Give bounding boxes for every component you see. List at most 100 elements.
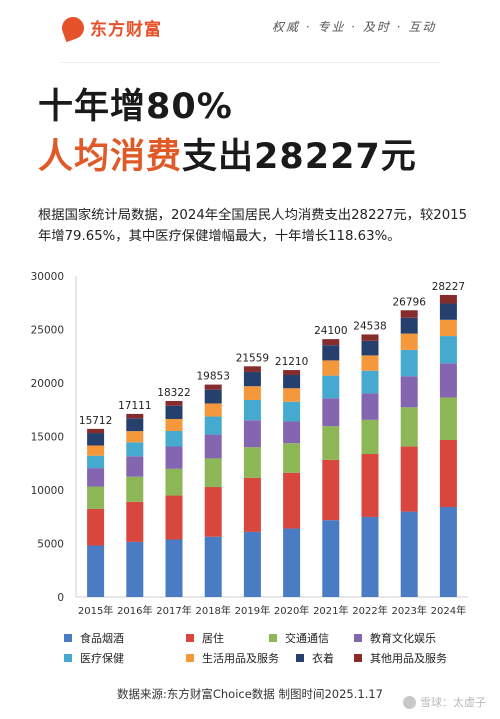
y-tick-label: 15000 xyxy=(31,432,64,444)
bar-total-label: 15712 xyxy=(79,415,112,427)
bar-segment xyxy=(243,531,261,597)
y-tick-label: 5000 xyxy=(37,539,64,551)
bar-segment xyxy=(322,520,340,597)
bar-segment xyxy=(243,371,261,387)
bar-segment xyxy=(126,413,144,419)
x-tick-label: 2017年 xyxy=(156,604,191,617)
bar-segment xyxy=(87,468,105,487)
headline-line-1: 十年增80% xyxy=(38,87,233,127)
stacked-bar-chart: 0 5000 10000 15000 20000 25000 30000 15712 2015年… xyxy=(31,271,468,617)
bar-segment xyxy=(439,336,457,364)
bar-segment xyxy=(243,386,261,400)
x-tick-label: 2022年 xyxy=(352,604,387,617)
bar-segment xyxy=(439,439,457,508)
legend-item: 食品烟酒 xyxy=(64,630,124,646)
bar-segment xyxy=(204,384,222,390)
brand-logo: 东方财富 xyxy=(58,13,162,42)
bar-segment xyxy=(400,317,418,334)
bar-segment xyxy=(283,472,301,529)
header-divider xyxy=(60,62,440,63)
legend-label: 食品烟酒 xyxy=(80,632,124,645)
y-tick-label: 20000 xyxy=(31,378,64,390)
bar-total-label: 17111 xyxy=(118,400,151,412)
legend-label: 其他用品及服务 xyxy=(370,652,447,665)
legend-swatch xyxy=(269,634,277,642)
bar-segment xyxy=(243,399,261,421)
bar-total-label: 24538 xyxy=(353,320,386,332)
bar-segment xyxy=(283,421,301,444)
headline-line-2: 人均消费支出28227元 xyxy=(38,128,417,179)
bar-segment xyxy=(400,446,418,512)
bar-segment xyxy=(126,541,144,597)
bar-total-label: 26796 xyxy=(392,296,426,308)
x-tick-label: 2018年 xyxy=(195,604,230,617)
bar-total-label: 19853 xyxy=(196,371,229,383)
bar-segment xyxy=(322,360,340,376)
bar-segment xyxy=(165,430,183,447)
legend-label: 教育文化娱乐 xyxy=(370,632,436,645)
legend-item: 衣着 xyxy=(296,650,334,666)
bar-segment xyxy=(322,345,340,361)
bar-segment xyxy=(165,495,183,540)
bar-segment xyxy=(87,433,105,446)
bar-segment xyxy=(243,447,261,478)
bar-segment xyxy=(283,528,301,597)
bar-segment xyxy=(126,442,144,457)
bar-segment xyxy=(283,401,301,422)
x-tick-label: 2021年 xyxy=(313,604,348,617)
bar-segment xyxy=(439,363,457,398)
legend-item: 其他用品及服务 xyxy=(354,650,447,666)
x-tick-label: 2019年 xyxy=(235,604,270,617)
bar-segment xyxy=(322,459,340,521)
bar-segment xyxy=(87,545,105,597)
legend-swatch xyxy=(64,634,72,642)
bar-segment xyxy=(322,426,340,460)
bar-segment xyxy=(283,388,301,402)
headline-emphasis: 人均消费 xyxy=(38,137,183,177)
x-tick-label: 2024年 xyxy=(431,604,466,617)
bar-segment xyxy=(439,303,457,320)
legend-label: 交通通信 xyxy=(285,632,329,645)
bar-segment xyxy=(283,370,301,376)
bar-segment xyxy=(322,375,340,399)
snowball-logo-icon xyxy=(403,695,416,709)
x-tick-label: 2020年 xyxy=(274,604,309,617)
watermark: 雪球：太虚子 xyxy=(403,694,486,710)
bar-segment xyxy=(165,400,183,406)
brand-slogan: 权威 · 专业 · 及时 · 互动 xyxy=(272,20,437,34)
bar-total-label: 21559 xyxy=(236,352,269,364)
y-tick-label: 0 xyxy=(57,592,64,604)
bar-segment xyxy=(243,477,261,532)
legend-item: 医疗保健 xyxy=(64,650,124,666)
legend-swatch xyxy=(186,654,194,662)
legend-label: 生活用品及服务 xyxy=(202,652,279,665)
bar-segment xyxy=(283,443,301,473)
legend-swatch xyxy=(64,654,72,662)
bar-segment xyxy=(87,445,105,456)
bar-segment xyxy=(322,339,340,346)
y-tick-label: 25000 xyxy=(31,325,64,337)
watermark-text: 雪球：太虚子 xyxy=(420,696,486,709)
bar-segment xyxy=(126,418,144,432)
bar-segment xyxy=(400,407,418,447)
bar-segment xyxy=(439,397,457,440)
legend-swatch xyxy=(186,634,194,642)
legend-label: 医疗保健 xyxy=(80,652,124,665)
data-source-footer: 数据来源:东方财富Choice数据 制图时间2025.1.17 xyxy=(116,687,383,701)
bar-segment xyxy=(126,456,144,477)
bar-segment xyxy=(165,405,183,419)
bar-segment xyxy=(204,389,222,404)
bar-segment xyxy=(243,420,261,448)
bar-segment xyxy=(361,419,379,455)
bar-segment xyxy=(361,340,379,356)
brand-logo-icon xyxy=(58,13,88,42)
bar-total-label: 21210 xyxy=(275,356,308,368)
legend-item: 居住 xyxy=(186,630,224,646)
header: 东方财富 权威 · 专业 · 及时 · 互动 xyxy=(0,0,500,58)
bar-segment xyxy=(204,487,222,537)
y-tick-label: 10000 xyxy=(31,485,64,497)
bar-segment xyxy=(87,508,105,546)
bar-segment xyxy=(400,333,418,350)
description-text: 根据国家统计局数据，2024年全国居民人均消费支出28227元，较2015年增7… xyxy=(38,208,468,244)
bar-total-label: 18322 xyxy=(157,387,190,399)
